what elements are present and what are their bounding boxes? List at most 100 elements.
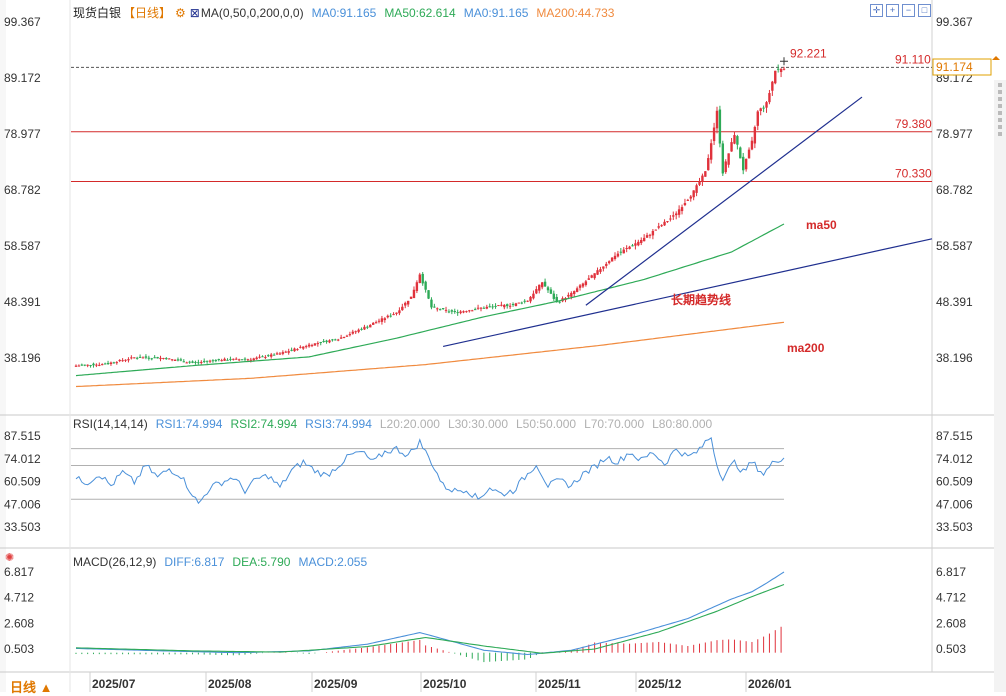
candle-body	[645, 235, 649, 238]
candle-body	[141, 357, 145, 359]
rsi-title[interactable]: RSI(14,14,14)	[73, 417, 148, 431]
candle-body	[441, 307, 445, 309]
x-label-2: 2025/09	[314, 677, 358, 691]
candle-body	[337, 339, 340, 341]
candle-body	[150, 358, 153, 360]
candle-body	[529, 296, 532, 302]
candle-body	[683, 203, 687, 206]
x-label-0: 2025/07	[92, 677, 136, 691]
ma200-line	[75, 321, 785, 388]
macd-title[interactable]: MACD(26,12,9)	[73, 555, 157, 569]
macd-tick-right-2: 2.608	[936, 616, 966, 630]
macd-settings-icon[interactable]: ✺	[5, 552, 15, 564]
candle-body	[328, 340, 331, 343]
candle-body	[200, 361, 203, 363]
candle-body	[465, 311, 468, 313]
candle-body	[701, 175, 704, 182]
candle-body	[567, 294, 570, 297]
candle-body	[578, 285, 582, 288]
candle-body	[718, 109, 722, 144]
candle-body	[217, 359, 220, 361]
settings-gear-icon[interactable]: ⚙	[175, 6, 186, 20]
candle-body	[756, 111, 759, 126]
price-tick-right-0: 99.367	[936, 15, 973, 29]
candle-body	[176, 359, 180, 361]
candle-body	[205, 360, 209, 362]
high-label: 92.221	[790, 46, 827, 60]
ma-indicator-label[interactable]: MA(0,50,0,200,0,0)	[200, 6, 304, 20]
candle-body	[83, 364, 86, 366]
ma50-annotation: ma50	[806, 218, 837, 232]
price-tick-left-5: 48.391	[4, 295, 41, 309]
price-tick-left-3: 68.782	[4, 183, 41, 197]
macd-tick-right-0: 6.817	[936, 565, 966, 579]
rsi-value-2: RSI3:74.994	[305, 417, 372, 431]
candle-body	[558, 301, 561, 303]
candle-body	[575, 288, 579, 292]
candle-body	[631, 245, 634, 247]
candle-body	[532, 293, 535, 299]
candle-body	[339, 337, 343, 339]
rsi-tick-left-4: 33.503	[4, 520, 41, 534]
candle-body	[208, 360, 212, 362]
candle-body	[313, 343, 317, 346]
candle-body	[724, 161, 727, 173]
candle-body	[715, 110, 719, 129]
right-scrollbar[interactable]	[994, 80, 1006, 692]
candle-body	[380, 318, 384, 322]
rsi-tick-right-0: 87.515	[936, 429, 973, 443]
candle-body	[302, 346, 305, 349]
candle-body	[742, 156, 745, 171]
candle-body	[168, 358, 171, 360]
candle-body	[500, 304, 503, 306]
period-tag[interactable]: 【日线】	[123, 6, 172, 20]
candle-body	[363, 326, 366, 330]
period-button[interactable]: 日线 ▲	[10, 680, 53, 695]
candle-body	[692, 190, 695, 198]
candle-body	[482, 307, 486, 309]
price-tick-right-3: 68.782	[936, 183, 973, 197]
candle-body	[194, 361, 197, 363]
candle-body	[109, 362, 113, 365]
candle-body	[188, 361, 191, 363]
candle-body	[430, 299, 433, 308]
candle-body	[418, 274, 422, 283]
macd-value-1: DEA:5.790	[232, 555, 291, 569]
candle-body	[275, 353, 279, 355]
candle-body	[395, 312, 398, 314]
candles	[74, 64, 786, 368]
candle-body	[471, 310, 474, 312]
macd-dea-line	[75, 583, 785, 654]
candle-body	[680, 207, 684, 212]
candle-body	[712, 127, 716, 142]
candle-body	[415, 282, 419, 291]
ma-indicator-icon[interactable]: ⊠	[189, 6, 200, 20]
zoom-out-icon[interactable]: −	[902, 4, 915, 17]
zoom-in-icon[interactable]: +	[886, 4, 899, 17]
rsi-value-7: L80:80.000	[652, 417, 713, 431]
candle-body	[170, 359, 174, 361]
rsi-header: RSI(14,14,14) RSI1:74.994 RSI2:74.994 RSI3:…	[73, 417, 728, 431]
candle-body	[771, 81, 774, 91]
candle-body	[153, 357, 156, 359]
candle-body	[95, 364, 98, 366]
candle-body	[118, 359, 121, 362]
candle-body	[249, 359, 253, 361]
candle-body	[103, 363, 107, 365]
macd-tick-left-2: 2.608	[4, 616, 34, 630]
candle-body	[421, 273, 424, 284]
candle-body	[488, 306, 491, 308]
x-label-6: 2026/01	[748, 677, 792, 691]
candle-body	[214, 360, 218, 362]
candle-body	[459, 311, 462, 314]
candle-body	[733, 135, 736, 144]
candle-body	[334, 339, 337, 341]
x-label-1: 2025/08	[208, 677, 252, 691]
candle-body	[267, 355, 270, 357]
crosshair-icon[interactable]: ✛	[870, 4, 883, 17]
candle-body	[707, 158, 710, 171]
candle-body	[520, 302, 523, 304]
candle-body	[654, 229, 658, 231]
maximize-icon[interactable]: □	[918, 4, 931, 17]
